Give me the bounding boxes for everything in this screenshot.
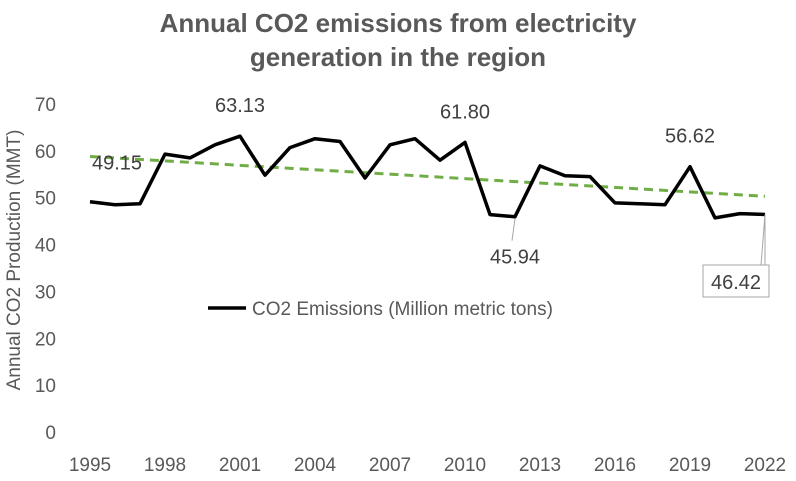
series-line <box>89 134 766 220</box>
y-tick-label: 70 <box>35 95 56 116</box>
y-tick-label: 60 <box>35 142 56 163</box>
data-label: 61.80 <box>440 101 490 123</box>
data-label: 46.42 <box>711 272 761 294</box>
annotations: 49.15 63.13 61.80 45.94 56.62 46.42 <box>92 95 770 298</box>
y-tick-label: 0 <box>45 423 56 444</box>
y-tick-label: 40 <box>35 236 56 257</box>
x-tick-label: 1998 <box>144 455 186 476</box>
legend-label: CO2 Emissions (Million metric tons) <box>252 299 553 320</box>
data-label: 49.15 <box>92 153 142 175</box>
legend: CO2 Emissions (Million metric tons) <box>208 299 553 320</box>
chart-title-line1: Annual CO2 emissions from electricity <box>159 8 637 38</box>
annotation-leader <box>511 218 516 241</box>
x-tick-label: 2022 <box>744 455 786 476</box>
data-label: 63.13 <box>215 95 265 117</box>
annotation-box <box>702 264 770 298</box>
y-tick-label: 20 <box>35 329 56 350</box>
x-tick-label: 2007 <box>369 455 411 476</box>
x-tick-label: 2016 <box>594 455 636 476</box>
data-label: 56.62 <box>665 126 715 148</box>
axes: 0 10 20 30 40 50 60 70 1995 1998 2001 2004 2007 2010 2… <box>35 95 786 476</box>
y-tick-label: 50 <box>35 189 56 210</box>
y-axis-label-group: Annual CO2 Production (MMT) <box>4 130 25 391</box>
chart-title: Annual CO2 emissions from electricity ge… <box>0 6 796 74</box>
x-tick-label: 1995 <box>69 455 111 476</box>
y-tick-label: 30 <box>35 282 56 303</box>
x-tick-label: 2019 <box>669 455 711 476</box>
y-tick-label: 10 <box>35 376 56 397</box>
chart-title-line2: generation in the region <box>249 42 547 72</box>
annotation-leader <box>760 214 766 266</box>
x-tick-label: 2004 <box>294 455 337 476</box>
x-tick-label: 2013 <box>519 455 561 476</box>
data-label: 45.94 <box>490 247 540 269</box>
series-group <box>89 134 766 220</box>
trendline <box>89 154 766 198</box>
y-axis-label: Annual CO2 Production (MMT) <box>4 130 25 391</box>
x-tick-label: 2001 <box>219 455 261 476</box>
trendline-line <box>89 154 766 198</box>
x-tick-label: 2010 <box>444 455 486 476</box>
